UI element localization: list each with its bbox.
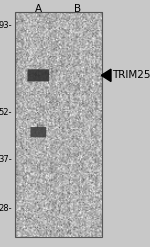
Text: TRIM25: TRIM25 [112, 70, 150, 80]
FancyBboxPatch shape [30, 127, 46, 137]
Text: 93-: 93- [0, 21, 12, 30]
Text: B: B [74, 4, 81, 14]
Polygon shape [101, 69, 111, 82]
Bar [15, 12, 102, 237]
FancyBboxPatch shape [27, 69, 49, 82]
Text: 28-: 28- [0, 204, 12, 213]
Text: 52-: 52- [0, 108, 12, 117]
Text: A: A [35, 4, 42, 14]
Text: 37-: 37- [0, 155, 12, 164]
